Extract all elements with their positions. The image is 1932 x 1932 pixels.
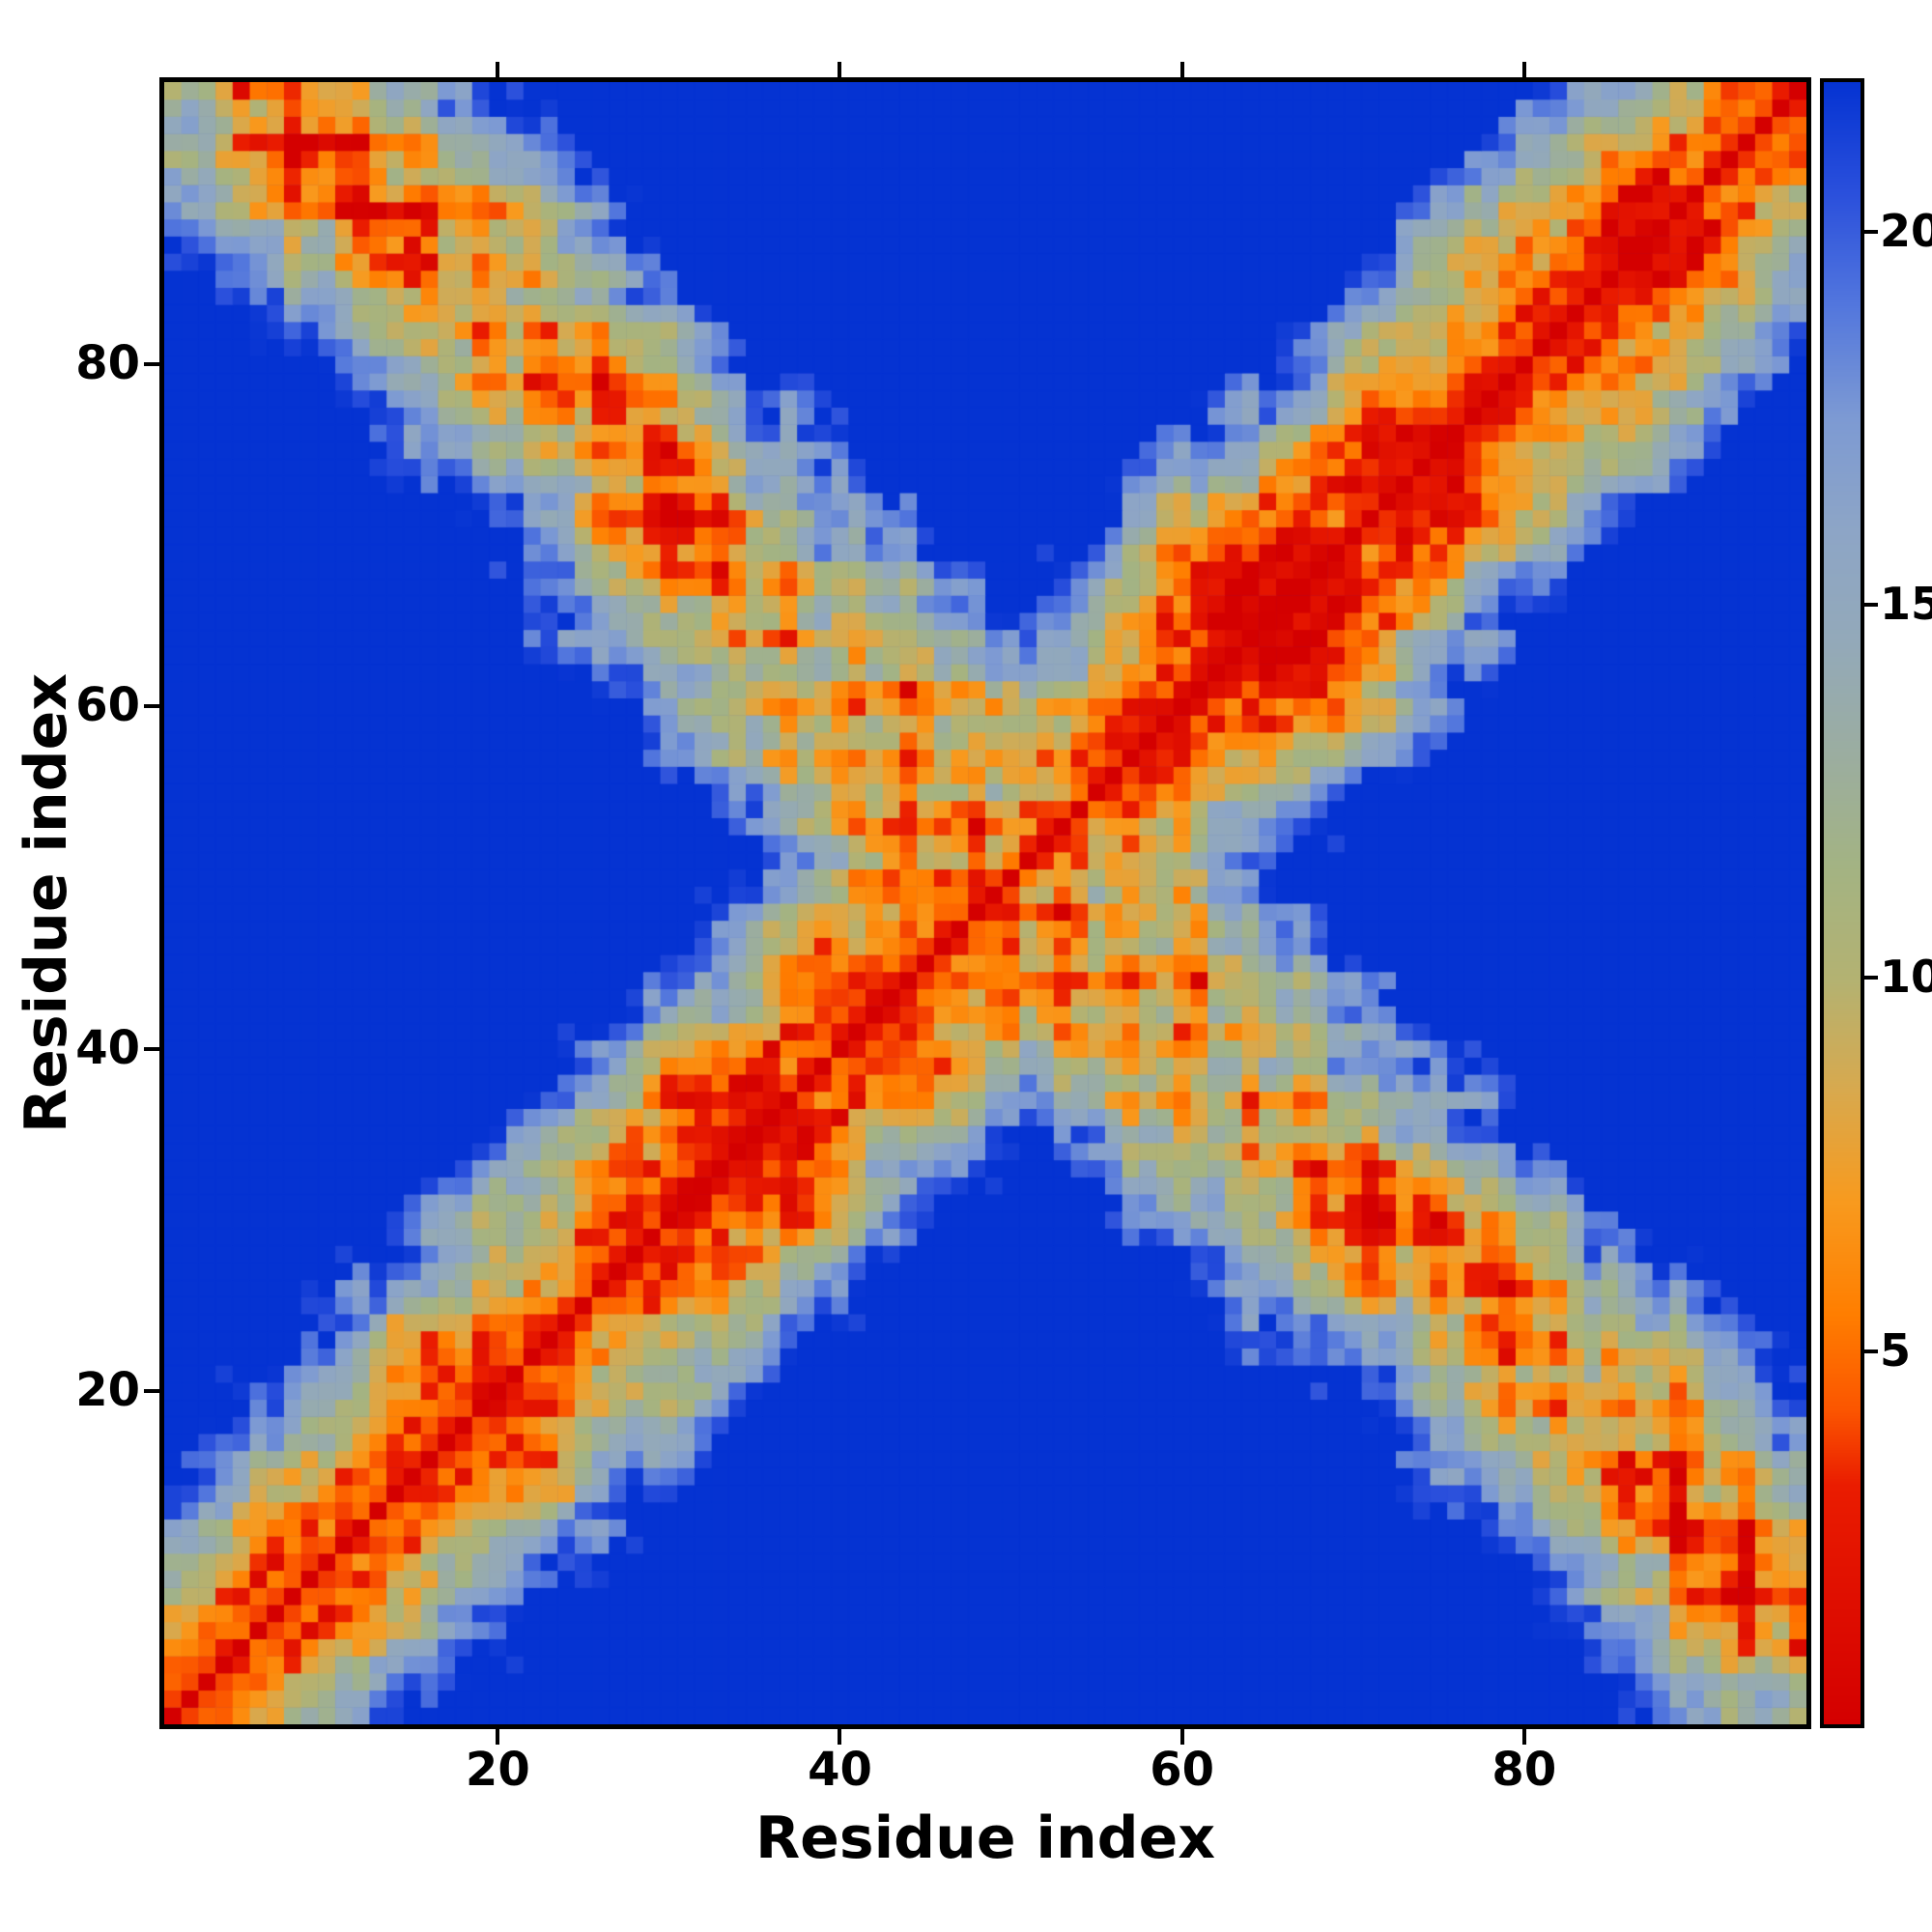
x-tick-mark-top — [496, 62, 500, 77]
colorbar-tick-label: 20 — [1880, 204, 1932, 257]
colorbar-canvas — [1824, 82, 1861, 1724]
x-tick-mark-bottom — [838, 1729, 842, 1745]
x-tick-mark-top — [838, 62, 842, 77]
y-tick-mark-left — [144, 362, 159, 367]
x-tick-mark-bottom — [1179, 1729, 1184, 1745]
heatmap-plot-area — [159, 77, 1811, 1729]
colorbar — [1820, 78, 1864, 1728]
colorbar-tick-label: 5 — [1880, 1323, 1912, 1377]
y-tick-label: 40 — [75, 1020, 140, 1075]
x-tick-mark-top — [1179, 62, 1184, 77]
colorbar-tick-mark — [1864, 602, 1878, 607]
x-tick-mark-top — [1521, 62, 1526, 77]
x-tick-label: 40 — [808, 1743, 872, 1797]
heatmap-canvas — [164, 82, 1806, 1724]
x-tick-mark-bottom — [496, 1729, 500, 1745]
colorbar-tick-label: 15 — [1880, 577, 1932, 630]
x-tick-label: 60 — [1150, 1743, 1215, 1797]
colorbar-tick-mark — [1864, 229, 1878, 234]
y-tick-label: 20 — [75, 1362, 140, 1417]
y-tick-mark-left — [144, 704, 159, 709]
y-tick-mark-left — [144, 1388, 159, 1393]
colorbar-tick-label: 10 — [1880, 951, 1932, 1004]
y-tick-label: 80 — [75, 336, 140, 391]
x-tick-label: 20 — [465, 1743, 530, 1797]
colorbar-tick-mark — [1864, 976, 1878, 980]
x-tick-label: 80 — [1492, 1743, 1557, 1797]
colorbar-tick-mark — [1864, 1349, 1878, 1353]
x-tick-mark-bottom — [1521, 1729, 1526, 1745]
x-axis-label: Residue index — [754, 1804, 1216, 1872]
y-tick-mark-left — [144, 1046, 159, 1051]
y-tick-label: 60 — [75, 678, 140, 733]
